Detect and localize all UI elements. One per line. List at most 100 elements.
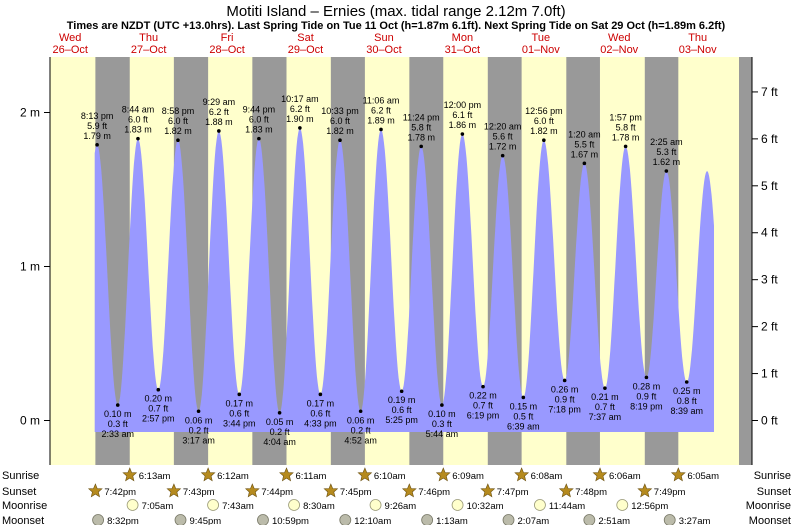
sunset-row-label: Sunset: [2, 486, 36, 498]
tide-time: 8:39 am: [670, 406, 703, 416]
moonset-row-label-right: Moonset: [749, 515, 791, 525]
right-tick-label: 2 ft: [761, 320, 778, 334]
tide-height: 5.8 ft: [411, 122, 432, 132]
tide-height: 1.82 m: [530, 126, 558, 136]
tide-height: 0.8 ft: [677, 396, 698, 406]
sunset-event: 7:44pm: [244, 483, 293, 498]
moonrise-event: 9:26am: [369, 499, 416, 512]
left-tick-label: 2 m: [20, 106, 40, 120]
sun-star-icon: [279, 467, 294, 482]
tide-height: 6.0 ft: [128, 115, 149, 125]
sunset-time: 7:49pm: [654, 487, 686, 498]
sun-star-icon: [637, 483, 653, 498]
tide-height: 0.10 m: [428, 409, 456, 419]
sunrise-event: 6:05am: [670, 467, 719, 482]
day-name: Sat: [297, 32, 314, 44]
tide-time: 4:04 am: [263, 437, 296, 447]
tide-height: 1.89 m: [367, 115, 395, 125]
low-tide-mark: 0.10 m0.3 ft5:44 am: [426, 403, 459, 439]
sunset-time: 7:47pm: [497, 487, 529, 498]
tide-height: 0.5 ft: [513, 411, 534, 421]
sun-star-icon: [401, 483, 417, 498]
moonrise-event: 12:56pm: [616, 499, 668, 512]
sunset-time: 7:42pm: [104, 487, 136, 498]
tide-height: 0.05 m: [266, 417, 294, 427]
tide-point: [237, 392, 242, 397]
sunrise-time: 6:13am: [139, 471, 171, 482]
sunrise-time: 6:05am: [687, 471, 719, 482]
tide-time: 1:20 am: [568, 129, 601, 139]
sunrise-event: 6:13am: [122, 467, 171, 482]
tide-point: [399, 389, 404, 394]
tide-time: 5:44 am: [426, 429, 459, 439]
sunrise-row-label: Sunrise: [2, 470, 39, 482]
tide-point: [156, 387, 161, 392]
daylight-band: [50, 57, 96, 465]
moonrise-time: 8:30am: [303, 501, 335, 512]
tide-time: 10:17 am: [281, 94, 319, 104]
sunrise-time: 6:12am: [217, 471, 249, 482]
astro-events: Sunrise Sunrise 6:13am 6:12am 6:11am 6:10am 6:…: [2, 467, 791, 525]
sunset-event: 7:46pm: [401, 483, 450, 498]
tide-height: 6.2 ft: [290, 104, 311, 114]
tide-height: 0.06 m: [347, 415, 375, 425]
tide-height: 1.90 m: [286, 114, 314, 124]
low-tide-mark: 0.20 m0.7 ft2:57 pm: [142, 387, 175, 424]
sunset-time: 7:43pm: [183, 487, 215, 498]
tide-time: 7:18 pm: [548, 404, 581, 414]
sunrise-event: 6:09am: [435, 467, 484, 482]
tide-height: 6.1 ft: [452, 110, 473, 120]
moonrise-time: 10:32am: [467, 501, 504, 512]
tide-point: [460, 132, 465, 136]
tide-point: [136, 136, 140, 141]
day-date: 31–Oct: [445, 44, 480, 56]
tide-height: 0.7 ft: [148, 404, 169, 414]
tide-point: [542, 138, 546, 143]
sunset-event: 7:47pm: [480, 483, 529, 498]
sunrise-time: 6:06am: [609, 471, 641, 482]
tide-point: [358, 409, 363, 414]
tide-time: 8:58 pm: [162, 106, 195, 116]
tide-time: 8:44 am: [122, 105, 155, 115]
moonset-event: 2:51am: [583, 514, 630, 525]
tide-height: 0.9 ft: [636, 391, 657, 401]
moonset-event: 2:07am: [502, 514, 549, 525]
tide-point: [338, 138, 342, 143]
moonset-event: 9:45pm: [174, 514, 221, 525]
moonset-time: 3:27am: [679, 516, 711, 525]
moonset-icon: [92, 514, 104, 525]
moonrise-event: 11:44am: [534, 499, 585, 512]
tide-point: [664, 169, 669, 173]
tide-height: 1.83 m: [124, 125, 152, 135]
tide-time: 1:57 pm: [609, 112, 642, 122]
tide-time: 12:56 pm: [525, 106, 563, 116]
tide-height: 0.15 m: [510, 401, 538, 411]
tide-height: 1.88 m: [205, 117, 233, 127]
tide-height: 6.0 ft: [249, 115, 270, 125]
moonset-event: 1:13am: [421, 514, 468, 525]
tide-time: 11:06 am: [363, 95, 400, 105]
chart-title: Motiti Island – Ernies (max. tidal range…: [226, 3, 565, 20]
tide-height: 0.3 ft: [432, 419, 453, 429]
day-date: 02–Nov: [600, 44, 638, 56]
moonset-event: 3:27am: [663, 514, 711, 525]
tide-height: 6.0 ft: [534, 116, 555, 126]
tide-height: 0.26 m: [551, 384, 579, 394]
sunrise-time: 6:11am: [295, 471, 326, 482]
sun-star-icon: [357, 467, 373, 482]
moonset-time: 8:32pm: [107, 516, 139, 525]
tide-height: 0.6 ft: [229, 408, 250, 418]
day-date: 27–Oct: [131, 44, 166, 56]
tide-height: 0.2 ft: [270, 427, 291, 437]
day-date: 03–Nov: [679, 44, 717, 56]
tide-point: [318, 392, 323, 397]
tide-time: 6:19 pm: [467, 411, 500, 421]
tide-time: 9:44 pm: [243, 105, 276, 115]
day-name: Thu: [139, 32, 158, 44]
moonset-time: 2:51am: [598, 516, 630, 525]
tide-point: [644, 375, 649, 380]
tide-height: 0.28 m: [633, 381, 661, 391]
tide-height: 0.7 ft: [595, 402, 616, 412]
tide-time: 12:20 am: [484, 122, 522, 132]
